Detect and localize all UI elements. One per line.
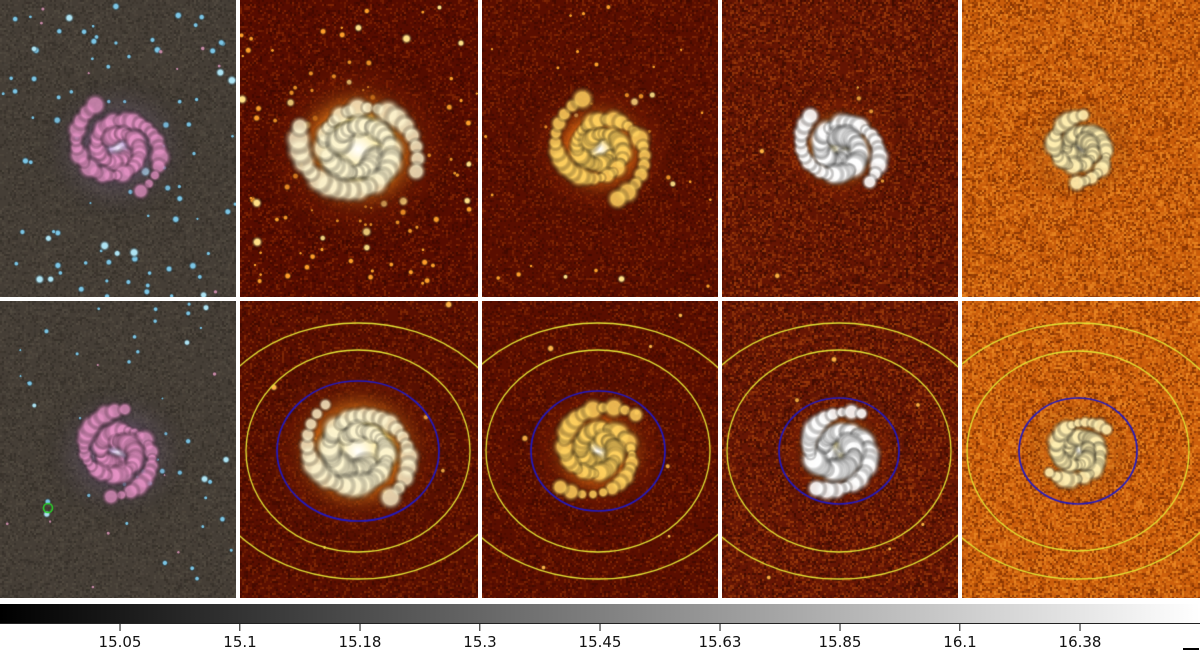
tick-mark (719, 624, 721, 631)
tick-mark (959, 624, 961, 631)
tick-mark (839, 624, 841, 631)
panel-band-4[interactable] (962, 0, 1200, 297)
panel-band-4-apertures[interactable] (962, 301, 1200, 598)
panel-band-1-apertures[interactable] (240, 301, 478, 598)
tick-label: 15.45 (578, 633, 622, 651)
image-panel-grid (0, 0, 1200, 598)
colorbar: 15.05 15.1 15.18 15.3 15.45 15.63 15.85 … (0, 604, 1200, 651)
tick-label: 15.3 (463, 633, 497, 651)
colorbar-tick: 15.45 (578, 624, 622, 651)
colorbar-tick: 15.18 (338, 624, 382, 651)
tick-mark (119, 624, 121, 631)
panel-color-composite[interactable] (0, 0, 236, 297)
panel-band-1[interactable] (240, 0, 478, 297)
tick-mark (479, 624, 481, 631)
tick-label: 15.63 (698, 633, 742, 651)
panel-band-3[interactable] (722, 0, 958, 297)
tick-label: 15.85 (818, 633, 862, 651)
panel-band-2-apertures[interactable] (482, 301, 718, 598)
colorbar-ticks: 15.05 15.1 15.18 15.3 15.45 15.63 15.85 … (0, 624, 1200, 651)
colorbar-tick: 16.38 (1058, 624, 1102, 651)
tick-mark (599, 624, 601, 631)
tick-mark (1079, 624, 1081, 631)
panel-band-3-apertures[interactable] (722, 301, 958, 598)
tick-label: 16.1 (943, 633, 977, 651)
tick-label: 15.05 (98, 633, 142, 651)
colorbar-tick: 15.1 (223, 624, 257, 651)
corner-dash (1183, 648, 1199, 650)
tick-label: 15.18 (338, 633, 382, 651)
colorbar-tick: 15.3 (463, 624, 497, 651)
colorbar-tick: 15.05 (98, 624, 142, 651)
panel-color-composite-marker[interactable] (0, 301, 236, 598)
colorbar-tick: 15.63 (698, 624, 742, 651)
tick-mark (239, 624, 241, 631)
colorbar-tick: 16.1 (943, 624, 977, 651)
colorbar-tick: 15.85 (818, 624, 862, 651)
tick-label: 15.1 (223, 633, 257, 651)
panel-band-2[interactable] (482, 0, 718, 297)
tick-mark (359, 624, 361, 631)
colorbar-gradient[interactable] (0, 604, 1200, 624)
tick-label: 16.38 (1058, 633, 1102, 651)
